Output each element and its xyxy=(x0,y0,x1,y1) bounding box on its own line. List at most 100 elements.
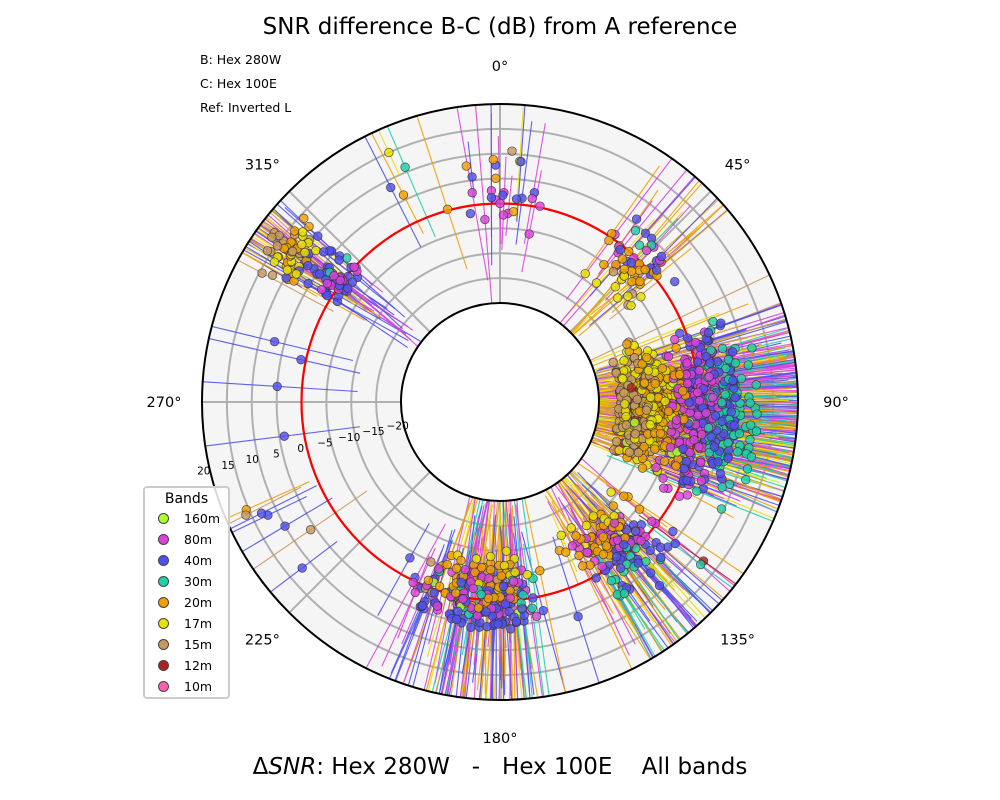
legend-marker-icon xyxy=(158,597,169,608)
snr-line-80m xyxy=(521,170,543,273)
data-point-40m xyxy=(679,464,689,474)
data-point-80m xyxy=(322,278,332,289)
snr-line-40m xyxy=(202,485,317,560)
snr-line-30m xyxy=(606,455,798,551)
theta-tick-label: 0° xyxy=(492,59,508,75)
data-point-40m xyxy=(715,468,726,479)
data-point-15m xyxy=(426,557,436,567)
data-point-80m xyxy=(651,462,661,473)
data-point-40m xyxy=(498,190,508,200)
r-tick-label: −20 xyxy=(387,421,409,433)
snr-line-80m xyxy=(381,547,436,667)
data-point-17m xyxy=(618,374,628,384)
data-point-40m xyxy=(456,577,466,587)
data-point-17m xyxy=(581,520,592,531)
data-point-20m xyxy=(491,173,501,183)
data-point-40m xyxy=(334,255,344,265)
data-point-17m xyxy=(645,420,655,430)
data-point-40m xyxy=(465,208,476,219)
data-point-30m xyxy=(746,452,757,462)
snr-line-80m xyxy=(557,496,636,645)
data-point-17m xyxy=(566,523,576,533)
data-point-20m xyxy=(642,352,652,363)
data-point-80m xyxy=(484,573,494,583)
data-point-40m xyxy=(684,397,694,408)
data-point-40m xyxy=(615,563,626,573)
legend-label: 30m xyxy=(184,574,213,589)
data-point-20m xyxy=(639,442,649,452)
data-point-30m xyxy=(641,556,651,567)
data-point-40m xyxy=(322,290,332,301)
data-point-40m xyxy=(633,558,643,568)
data-point-80m xyxy=(410,587,420,598)
data-point-80m xyxy=(329,271,339,281)
snr-line-20m xyxy=(519,476,574,700)
data-point-80m xyxy=(647,516,657,526)
data-point-30m xyxy=(745,398,755,408)
snr-line-80m xyxy=(358,523,446,681)
data-point-30m xyxy=(733,447,743,457)
data-point-40m xyxy=(318,247,329,257)
r-tick-label: 15 xyxy=(221,460,234,472)
data-point-40m xyxy=(517,604,527,614)
data-point-40m xyxy=(343,283,353,293)
data-point-40m xyxy=(717,416,727,426)
data-point-30m xyxy=(704,448,714,458)
data-point-80m xyxy=(671,415,682,425)
data-point-20m xyxy=(561,547,571,557)
snr-line-40m xyxy=(581,484,726,610)
data-point-30m xyxy=(619,588,630,599)
data-point-40m xyxy=(297,563,307,573)
data-point-15m xyxy=(632,394,642,405)
snr-line-17m xyxy=(551,513,578,572)
data-point-20m xyxy=(442,204,453,214)
data-point-40m xyxy=(493,619,503,629)
data-point-30m xyxy=(696,559,706,570)
theta-tick-label: 90° xyxy=(823,395,849,411)
legend-marker-icon xyxy=(158,513,169,524)
data-point-20m xyxy=(671,343,681,353)
data-point-80m xyxy=(708,392,718,403)
legend-label: 12m xyxy=(184,658,213,673)
data-point-40m xyxy=(272,381,282,392)
data-point-40m xyxy=(481,607,491,617)
data-point-40m xyxy=(498,581,509,592)
data-point-30m xyxy=(518,590,528,600)
annotation-ref: Ref: Inverted L xyxy=(200,100,292,115)
data-point-40m xyxy=(670,276,680,287)
data-point-30m xyxy=(752,409,762,419)
legend-label: 160m xyxy=(184,511,221,526)
data-point-40m xyxy=(710,411,721,421)
chart-title: SNR difference B-C (dB) from A reference xyxy=(262,14,738,40)
data-point-17m xyxy=(499,560,510,571)
data-point-30m xyxy=(743,360,753,370)
data-point-80m xyxy=(609,518,620,528)
data-point-20m xyxy=(678,386,688,396)
data-point-17m xyxy=(626,300,636,311)
data-point-80m xyxy=(670,334,680,345)
legend-label: 15m xyxy=(184,637,213,652)
snr-line-40m xyxy=(450,515,476,700)
data-point-80m xyxy=(498,210,509,220)
legend-label: 40m xyxy=(184,553,213,568)
data-point-80m xyxy=(535,201,545,211)
data-point-20m xyxy=(634,504,645,514)
data-point-17m xyxy=(522,570,532,580)
data-point-40m xyxy=(619,539,629,550)
data-point-40m xyxy=(712,357,723,367)
x-axis-label: ΔSNR: Hex 280W - Hex 100E All bands xyxy=(0,754,1000,780)
legend-marker-icon xyxy=(158,639,169,650)
data-point-80m xyxy=(495,198,505,209)
data-point-80m xyxy=(696,476,707,486)
data-point-30m xyxy=(717,397,727,408)
legend-entry-12m: 12m xyxy=(145,655,228,676)
data-point-30m xyxy=(730,358,741,368)
data-point-15m xyxy=(257,268,267,278)
snr-line-30m xyxy=(521,499,552,700)
r-tick-label: −10 xyxy=(338,432,360,444)
snr-symbol: SNR xyxy=(268,754,317,780)
legend-marker-icon xyxy=(158,681,169,692)
data-point-40m xyxy=(538,605,548,616)
snr-line-30m xyxy=(513,499,538,700)
data-point-80m xyxy=(335,275,345,285)
